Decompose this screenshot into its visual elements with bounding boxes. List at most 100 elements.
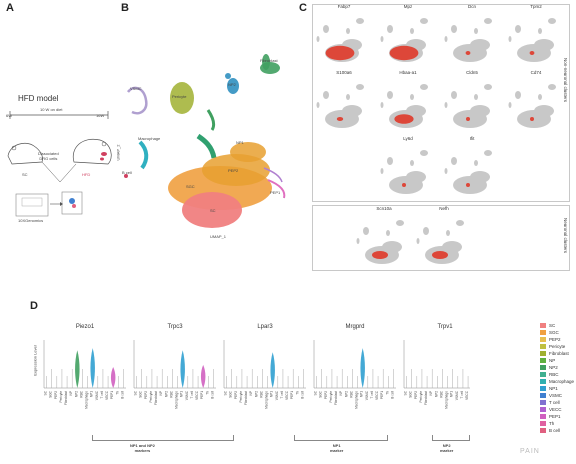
umap-blob <box>515 91 521 99</box>
violin-tick-label: NP1 <box>90 391 94 397</box>
violin-tick-label: VSMC <box>275 390 279 400</box>
violin-tick-label: NP2 <box>254 391 258 397</box>
legend-swatch <box>540 323 546 329</box>
legend-swatch <box>540 393 546 399</box>
violin-tick-label: VECC <box>465 390 469 400</box>
violin-tick-label: Th <box>115 391 119 395</box>
umap-blob <box>508 102 512 108</box>
violin-tick-label: SC <box>224 390 228 395</box>
panel-c-neuronal-box <box>312 205 570 271</box>
umap-blob <box>451 91 457 99</box>
hfd-schematic-drawing <box>7 111 112 217</box>
violin-tick-label: VECC <box>375 390 379 400</box>
umap-blob <box>386 230 390 236</box>
violin-tick-label: T cell <box>190 391 194 399</box>
legend-item-th: Th <box>540 420 554 427</box>
legend-item-vsmc: VSMC <box>540 392 562 399</box>
feature-plot-title: Ly6d <box>403 136 413 141</box>
feature-plot-title: Cldn5 <box>466 70 478 75</box>
violin-tick-label: NP1 <box>450 391 454 397</box>
feature-plot-title: Cd74 <box>530 70 542 75</box>
feature-plot-cldn5: Cldn5 <box>440 70 504 136</box>
umap-label-np2: NP2 <box>228 82 236 87</box>
legend-item-fibroblast: Fibroblast <box>540 350 569 357</box>
legend-item-pericyte: Pericyte <box>540 343 565 350</box>
feature-plot-umap <box>380 18 428 62</box>
umap-blob <box>423 227 429 235</box>
violin-tick-label: RBC <box>349 390 353 397</box>
legend-label: VSMC <box>549 393 563 398</box>
umap-label-pep1: PEP1 <box>270 190 281 195</box>
expression-highlight <box>325 45 355 61</box>
umap-blob <box>548 18 556 24</box>
panel-letter-a: A <box>6 2 14 14</box>
umap-blob <box>538 28 542 34</box>
neuronal-side-label: Neuronal clusters <box>563 218 568 254</box>
panel-d-violins: Expression Level Piezo1 SC SGC PEP2 Pericyte… <box>30 318 546 458</box>
umap-blob <box>356 84 364 90</box>
violin-piezo1-np2 <box>75 350 80 388</box>
bracket-np2 <box>432 435 470 441</box>
violin-title-lpar3: Lpar3 <box>257 324 273 330</box>
umap-blob <box>442 241 462 253</box>
legend-item-sc: SC <box>540 322 555 329</box>
violin-tick-label: B cell <box>120 391 124 399</box>
expression-highlight <box>530 117 534 121</box>
umap-blob <box>474 94 478 100</box>
umap-plot <box>124 54 286 228</box>
umap-blob <box>396 220 404 226</box>
legend-item-t-cell: T cell <box>540 399 560 406</box>
group-label-np1: NP1 marker <box>330 443 344 453</box>
legend-swatch <box>540 407 546 413</box>
violin-tick-label: NP <box>69 391 73 395</box>
legend-label: NP1 <box>549 386 558 391</box>
umap-blob <box>444 102 448 108</box>
violin-tick-label: PEP2 <box>144 391 148 399</box>
violin-lpar3-np1 <box>270 352 275 388</box>
bracket-np1 <box>294 435 388 441</box>
violin-tick-label: PEP1 <box>290 391 294 399</box>
violin-tick-label: Fibroblast <box>334 391 338 405</box>
week-start-label: 6W <box>6 113 12 118</box>
umap-blob <box>406 171 426 183</box>
panel-letter-b: B <box>121 2 129 14</box>
umap-label-sgc: SGC <box>186 184 195 189</box>
umap-label-bcell: B cell <box>122 170 132 175</box>
legend-swatch <box>540 379 546 385</box>
umap-blob <box>534 39 554 51</box>
feature-plot-nefh: Nefh <box>412 206 476 272</box>
umap-blob <box>346 94 350 100</box>
umap-blob <box>416 238 420 244</box>
violin-tick-label: PEP1 <box>200 391 204 399</box>
umap-xlabel: UMAP_1 <box>210 234 227 239</box>
bracket-np1-np2 <box>92 435 234 441</box>
violin-tick-label: SC <box>404 390 408 395</box>
violin-tick-label: Th <box>295 391 299 395</box>
legend-item-b-cell: B cell <box>540 427 560 434</box>
violin-tick-label: VECC <box>105 390 109 400</box>
umap-blob <box>484 84 492 90</box>
feature-plot-umap <box>380 150 428 194</box>
panel-c-non-neuronal-box <box>312 4 570 202</box>
feature-plot-umap <box>416 220 464 264</box>
violin-tick-label: Pericyte <box>59 391 63 403</box>
violin-tick-label: VECC <box>195 390 199 400</box>
violin-tick-label: B cell <box>210 391 214 399</box>
expression-highlight <box>466 117 470 121</box>
umap-blob <box>380 36 384 42</box>
violin-tick-label: VSMC <box>365 390 369 400</box>
legend-swatch <box>540 365 546 371</box>
violin-tick-label: SC <box>44 390 48 395</box>
feature-plot-umap <box>508 84 556 128</box>
violin-tick-label: B cell <box>390 391 394 399</box>
feature-plot-title: Scn10a <box>376 206 392 211</box>
umap-blob <box>474 28 478 34</box>
violin-trpc3-pep1 <box>200 364 206 388</box>
panel-letter-d: D <box>30 300 38 312</box>
umap-blob <box>508 36 512 42</box>
violin-tick-label: PEP2 <box>324 391 328 399</box>
feature-plot-scn10a: Scn10a <box>352 206 416 272</box>
violin-piezo1-pep1 <box>110 367 116 388</box>
legend-swatch <box>540 372 546 378</box>
violin-tick-label: Fibroblast <box>64 391 68 405</box>
